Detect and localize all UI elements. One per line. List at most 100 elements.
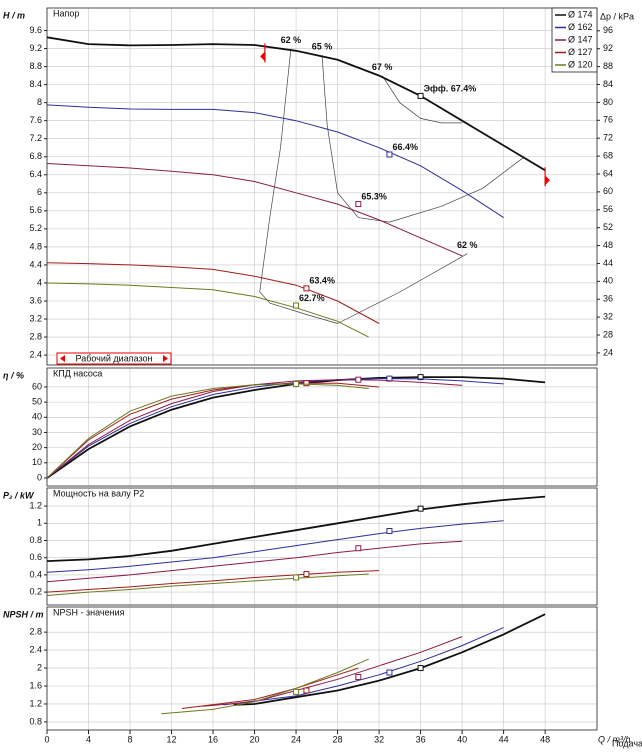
y-tick-label: 2.8 <box>29 331 42 341</box>
y-axis-label: P₂ / kW <box>3 490 35 500</box>
iso-efficiency-line <box>337 253 468 324</box>
panel-frame <box>46 487 598 606</box>
y-tick-label: 4.8 <box>29 241 42 251</box>
y2-tick-label: 48 <box>603 240 613 250</box>
y-tick-label: 9.6 <box>29 25 42 35</box>
y-tick-label: 50 <box>32 397 42 407</box>
y2-tick-label: 32 <box>603 312 613 322</box>
y-tick-label: 8.8 <box>29 61 42 71</box>
y2-tick-label: 64 <box>603 168 613 178</box>
duty-point <box>303 687 310 694</box>
duty-point <box>293 380 300 387</box>
y2-tick-label: 76 <box>603 115 613 125</box>
y2-axis-label: Δp / kPa <box>600 11 634 21</box>
iso-efficiency-label: 65 % <box>312 42 333 52</box>
y-tick-label: 1.2 <box>29 698 42 708</box>
power-curve <box>46 570 380 593</box>
x-tick-label: 44 <box>499 734 509 744</box>
iso-efficiency-line <box>381 75 463 124</box>
efficiency-label: 63.4% <box>309 276 335 286</box>
x-tick-label: 0 <box>44 734 49 744</box>
y-tick-label: 3.6 <box>29 295 42 305</box>
eta-curve <box>46 382 380 479</box>
duty-point <box>417 92 424 99</box>
efficiency-label: 62.7% <box>299 293 325 303</box>
panel-frame <box>46 606 598 731</box>
y-tick-label: 0.2 <box>29 586 42 596</box>
duty-point <box>355 201 362 208</box>
y2-tick-label: 68 <box>603 150 613 160</box>
npsh-curve <box>233 613 546 706</box>
y-tick-label: 7.2 <box>29 133 42 143</box>
y-tick-label: 7.6 <box>29 115 42 125</box>
y-tick-label: 2.4 <box>29 644 42 654</box>
y-tick-label: 1.6 <box>29 680 42 690</box>
head-curve <box>46 36 546 172</box>
y-tick-label: 1.2 <box>29 500 42 510</box>
npsh-curve <box>202 636 463 707</box>
duty-point <box>386 151 393 158</box>
iso-efficiency-label: 62 % <box>457 240 478 250</box>
y2-tick-label: 80 <box>603 97 613 107</box>
y2-tick-label: 52 <box>603 222 613 232</box>
y-tick-label: 30 <box>32 427 42 437</box>
x-tick-label: 36 <box>416 734 426 744</box>
power-curve <box>46 520 504 573</box>
panel-title: NPSH - значения <box>53 607 125 617</box>
y-tick-label: 0 <box>37 472 42 482</box>
duty-point <box>355 376 362 383</box>
y2-tick-label: 88 <box>603 61 613 71</box>
power-curve <box>46 540 463 583</box>
duty-point <box>417 505 424 512</box>
npsh-curve <box>223 627 504 706</box>
range-flag <box>260 43 266 63</box>
y-tick-label: 0.6 <box>29 552 42 562</box>
duty-point <box>293 688 300 695</box>
y2-tick-label: 28 <box>603 329 613 339</box>
x-tick-label: 40 <box>457 734 467 744</box>
y2-tick-label: 72 <box>603 133 613 143</box>
legend-label: Ø 120 <box>568 59 593 69</box>
y-tick-label: 3.2 <box>29 313 42 323</box>
npsh-curve <box>161 658 369 715</box>
y-tick-label: 60 <box>32 381 42 391</box>
duty-point <box>303 380 310 387</box>
y-tick-label: 0.8 <box>29 716 42 726</box>
x-tick-label: 8 <box>128 734 133 744</box>
y-tick-label: 4 <box>37 277 42 287</box>
duty-point <box>293 302 300 309</box>
y-tick-label: 4.4 <box>29 259 42 269</box>
y-tick-label: 1 <box>37 518 42 528</box>
x-tick-label: 16 <box>208 734 218 744</box>
y2-tick-label: 40 <box>603 276 613 286</box>
y-tick-label: 2.8 <box>29 627 42 637</box>
legend-label: Ø 174 <box>568 9 593 19</box>
efficiency-label: 66.4% <box>392 142 418 152</box>
y2-tick-label: 56 <box>603 204 613 214</box>
panel-title: Напор <box>53 8 79 18</box>
iso-efficiency-line <box>321 55 525 223</box>
y2-tick-label: 92 <box>603 43 613 53</box>
x-tick-label: 48 <box>540 734 550 744</box>
x-axis-label: Q / m³/h <box>598 734 631 744</box>
y-axis-label: H / m <box>3 10 25 20</box>
duty-point <box>417 374 424 381</box>
power-curve <box>46 573 369 596</box>
x-tick-label: 12 <box>167 734 177 744</box>
x-tick-label: 4 <box>86 734 91 744</box>
y-tick-label: 20 <box>32 442 42 452</box>
y-tick-label: 5.2 <box>29 223 42 233</box>
y-tick-label: 8 <box>37 97 42 107</box>
duty-point <box>303 285 310 292</box>
y-tick-label: 6 <box>37 187 42 197</box>
y2-tick-label: 44 <box>603 258 613 268</box>
y-tick-label: 0.8 <box>29 535 42 545</box>
range-label: Рабочий диапазон <box>76 353 153 363</box>
y-tick-label: 8.4 <box>29 79 42 89</box>
y-tick-label: 9.2 <box>29 43 42 53</box>
duty-point <box>386 528 393 535</box>
y-tick-label: 5.6 <box>29 205 42 215</box>
iso-efficiency-line <box>259 48 338 324</box>
x-axis-label-secondary: Подача <box>612 738 642 748</box>
eta-curve <box>46 383 369 479</box>
